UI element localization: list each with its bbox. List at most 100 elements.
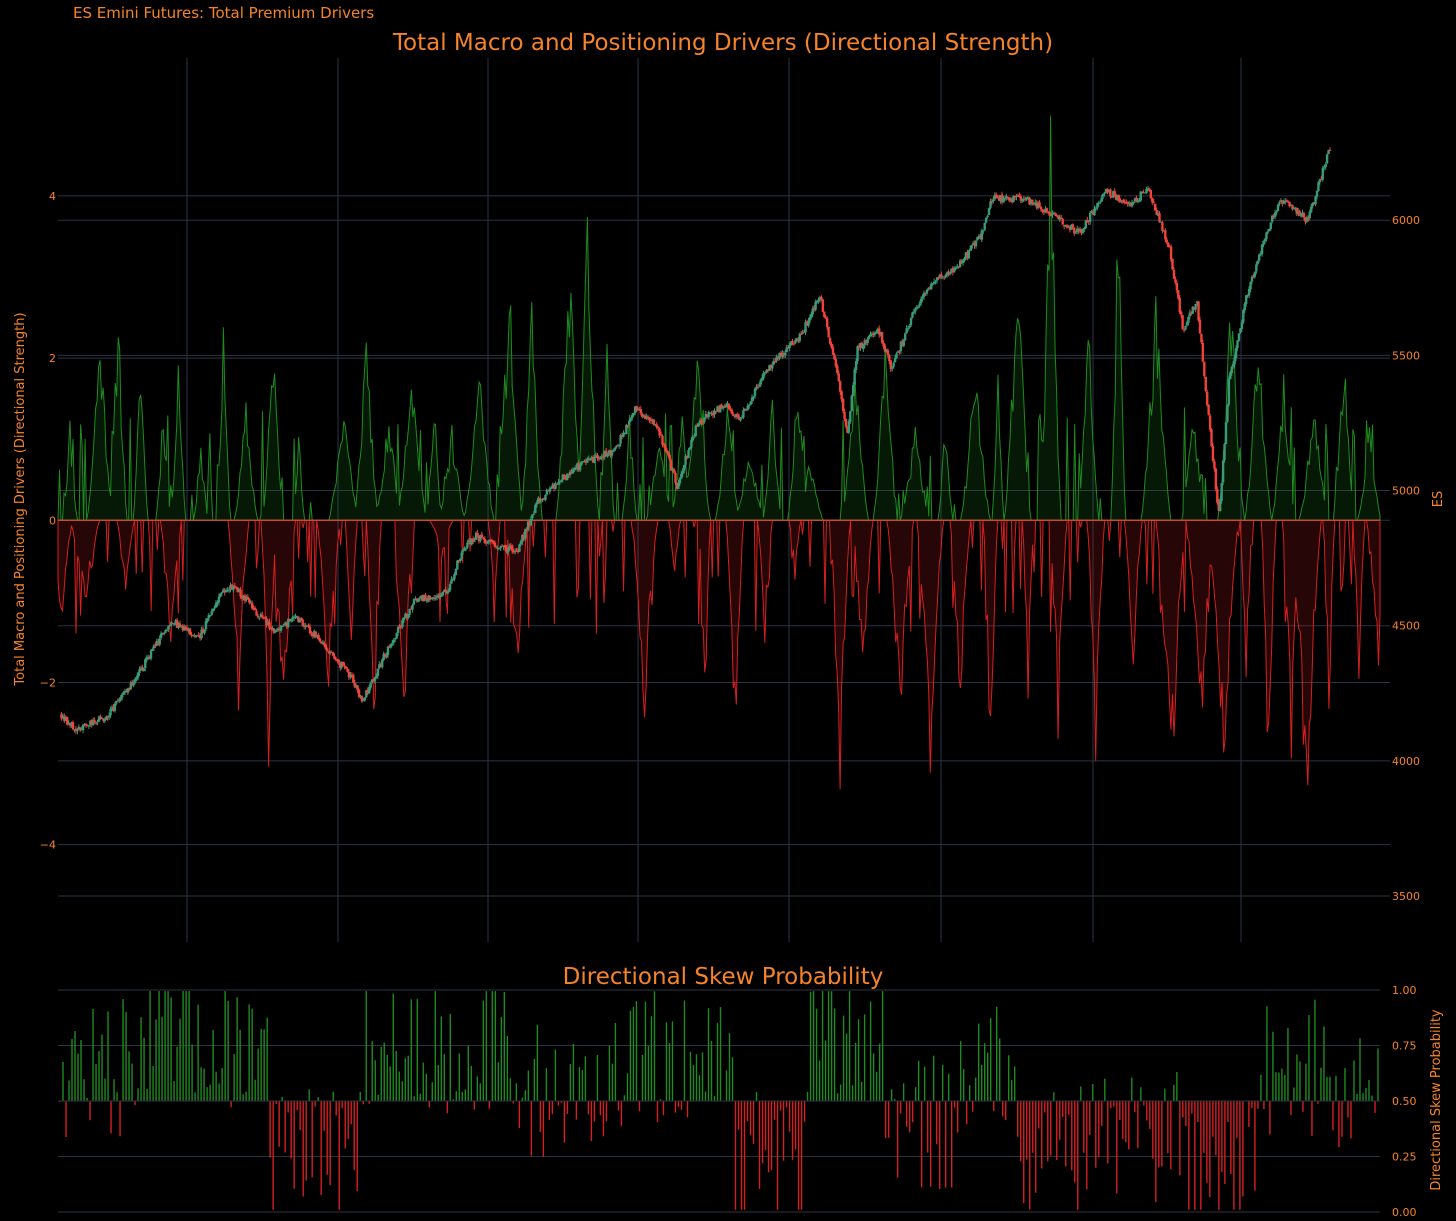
candle — [398, 624, 401, 629]
candle — [474, 531, 478, 540]
candle-body — [1226, 405, 1229, 422]
candle — [107, 712, 111, 720]
candle-body — [1311, 202, 1314, 207]
candle — [958, 258, 962, 268]
candle — [1298, 209, 1301, 216]
candle-body — [408, 609, 411, 615]
candle — [1227, 375, 1231, 407]
candle-body — [122, 692, 125, 695]
candle-body — [1122, 200, 1125, 203]
candle — [1266, 229, 1270, 235]
candle-body — [934, 281, 937, 283]
candle-body — [716, 406, 719, 412]
candle — [996, 194, 999, 199]
candle — [340, 661, 343, 670]
candle — [1233, 354, 1236, 368]
candle-body — [802, 332, 806, 334]
candle — [613, 446, 617, 451]
candle-body — [612, 449, 615, 452]
candle — [525, 526, 528, 533]
candle — [917, 305, 920, 309]
candle-body — [626, 425, 630, 427]
candle — [1041, 209, 1044, 214]
candle-body — [792, 343, 796, 345]
candle — [1223, 443, 1226, 463]
candle-body — [434, 597, 437, 599]
candle — [1302, 211, 1306, 221]
candle-body — [245, 597, 248, 601]
candle-body — [873, 332, 877, 335]
candle-body — [1237, 333, 1241, 341]
candle — [1292, 206, 1296, 210]
candle-body — [1100, 197, 1103, 202]
candle — [552, 482, 556, 492]
candle-body — [628, 420, 631, 426]
candle — [261, 611, 264, 620]
candle-body — [305, 625, 309, 627]
candle — [544, 494, 547, 502]
candle — [61, 713, 65, 720]
candle-body — [288, 619, 291, 621]
candle-body — [213, 607, 216, 609]
candle-body — [542, 498, 546, 500]
candle-body — [123, 690, 127, 693]
candle-body — [1211, 446, 1215, 461]
candle-body — [1182, 329, 1186, 331]
candle-body — [268, 621, 271, 629]
candle-body — [198, 634, 202, 639]
candle-body — [906, 328, 910, 330]
candle — [265, 616, 268, 628]
candle-body — [866, 338, 869, 344]
candle-body — [129, 682, 132, 690]
candle-body — [1044, 208, 1047, 213]
candle-body — [518, 544, 521, 552]
candle-body — [760, 377, 764, 381]
candle — [464, 546, 468, 552]
candle-body — [1236, 340, 1239, 348]
candle-body — [346, 668, 349, 672]
candle — [943, 276, 946, 280]
candle — [726, 401, 729, 409]
candle — [740, 415, 744, 419]
candle-body — [63, 716, 66, 721]
candle — [1234, 345, 1238, 361]
candle-body — [493, 542, 497, 547]
candle-body — [337, 660, 341, 663]
candle-body — [740, 417, 744, 419]
candle-body — [375, 675, 378, 678]
candle — [1051, 210, 1054, 218]
candle — [1242, 308, 1245, 325]
candle — [951, 265, 955, 276]
candle — [1035, 200, 1038, 210]
candle-body — [172, 623, 176, 625]
candle-body — [161, 632, 164, 634]
candle-body — [367, 687, 371, 694]
candle — [454, 568, 458, 576]
candle — [661, 434, 664, 448]
candle-body — [951, 267, 955, 273]
candle-body — [1201, 342, 1205, 362]
candle-body — [839, 381, 842, 392]
candle-body — [730, 409, 734, 414]
candle — [385, 652, 388, 659]
candle — [739, 417, 742, 422]
candle-body — [1117, 195, 1121, 202]
candle-body — [1227, 378, 1231, 405]
candle — [168, 624, 172, 627]
candle — [139, 665, 143, 671]
candle — [586, 456, 589, 463]
candle — [1151, 197, 1154, 206]
candle-body — [96, 721, 99, 723]
candle-body — [353, 682, 356, 687]
candle — [1047, 211, 1050, 214]
candle — [1268, 228, 1271, 232]
candle-body — [314, 631, 317, 638]
candle-body — [318, 638, 322, 642]
candle-body — [1127, 202, 1131, 204]
candle-body — [253, 607, 257, 611]
candle — [141, 664, 144, 672]
candle-body — [1061, 218, 1064, 225]
candle-body — [144, 659, 147, 669]
candle — [521, 534, 524, 545]
candle — [122, 690, 125, 696]
